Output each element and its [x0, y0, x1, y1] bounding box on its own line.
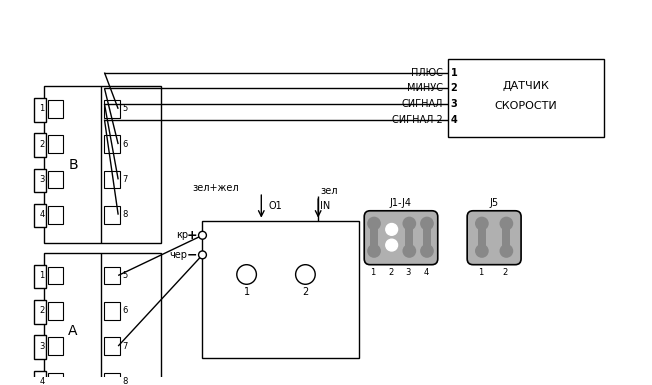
Circle shape — [199, 231, 207, 239]
Text: +: + — [187, 229, 198, 242]
Text: A: A — [68, 324, 78, 338]
Bar — [48, 302, 63, 320]
Text: IN: IN — [320, 201, 331, 211]
Text: J1-J4: J1-J4 — [389, 198, 411, 208]
Text: СКОРОСТИ: СКОРОСТИ — [495, 101, 557, 111]
Bar — [44, 253, 161, 385]
Circle shape — [475, 217, 489, 230]
Text: 1: 1 — [451, 67, 457, 77]
Bar — [447, 59, 604, 137]
FancyBboxPatch shape — [364, 211, 437, 264]
Bar — [34, 264, 46, 288]
Text: чер: чер — [169, 250, 186, 260]
Bar — [34, 370, 46, 385]
Text: 3: 3 — [39, 175, 44, 184]
Bar — [104, 135, 120, 153]
Text: 2: 2 — [503, 268, 508, 277]
Circle shape — [420, 244, 434, 258]
Text: 1: 1 — [479, 268, 484, 277]
Circle shape — [499, 217, 513, 230]
Circle shape — [386, 224, 398, 235]
Text: 2: 2 — [388, 268, 393, 277]
Text: 5: 5 — [122, 271, 127, 280]
FancyBboxPatch shape — [467, 211, 521, 264]
Text: 1: 1 — [39, 104, 44, 113]
Bar — [34, 204, 46, 228]
Text: 2: 2 — [39, 140, 44, 149]
Text: 8: 8 — [122, 210, 128, 219]
Bar — [104, 267, 120, 284]
Bar — [104, 373, 120, 385]
Bar — [104, 100, 120, 118]
Bar — [478, 224, 486, 251]
Text: J5: J5 — [489, 198, 498, 208]
Bar — [34, 133, 46, 157]
Text: ПЛЮС: ПЛЮС — [411, 67, 443, 77]
Text: 4: 4 — [423, 268, 428, 277]
Text: 1: 1 — [370, 268, 376, 277]
Text: зел: зел — [320, 186, 338, 196]
Circle shape — [499, 244, 513, 258]
Text: 3: 3 — [451, 99, 457, 109]
Text: ДАТЧИК: ДАТЧИК — [503, 81, 550, 91]
Text: O1: O1 — [268, 201, 282, 211]
Text: 2: 2 — [451, 83, 457, 93]
Bar — [48, 373, 63, 385]
Bar — [48, 171, 63, 188]
Bar — [48, 206, 63, 224]
Bar — [34, 300, 46, 323]
Text: СИГНАЛ 2: СИГНАЛ 2 — [392, 115, 443, 125]
Text: 1: 1 — [244, 287, 250, 297]
Circle shape — [367, 244, 381, 258]
Bar — [406, 224, 413, 251]
Bar — [423, 224, 431, 251]
Text: 4: 4 — [39, 377, 44, 385]
Circle shape — [475, 244, 489, 258]
Bar — [503, 224, 511, 251]
Text: зел+жел: зел+жел — [193, 183, 239, 193]
Circle shape — [402, 244, 416, 258]
Text: 4: 4 — [39, 210, 44, 219]
Bar — [104, 337, 120, 355]
Circle shape — [237, 264, 256, 284]
Text: МИНУС: МИНУС — [407, 83, 443, 93]
Circle shape — [367, 217, 381, 230]
Text: 7: 7 — [122, 175, 128, 184]
Bar — [104, 206, 120, 224]
Bar — [34, 98, 46, 122]
Bar — [44, 86, 161, 243]
Bar — [370, 224, 378, 251]
Bar — [34, 335, 46, 359]
Text: 7: 7 — [122, 341, 128, 351]
Bar — [48, 100, 63, 118]
Text: 6: 6 — [122, 140, 128, 149]
Bar — [48, 337, 63, 355]
Bar — [203, 221, 359, 358]
Text: 8: 8 — [122, 377, 128, 385]
Bar — [104, 171, 120, 188]
Text: 3: 3 — [406, 268, 411, 277]
Text: 4: 4 — [451, 115, 457, 125]
Text: 2: 2 — [303, 287, 308, 297]
Text: −: − — [187, 248, 198, 261]
Text: 6: 6 — [122, 306, 128, 315]
Circle shape — [199, 251, 207, 259]
Bar — [48, 135, 63, 153]
Text: 2: 2 — [39, 306, 44, 315]
Circle shape — [386, 239, 398, 251]
Text: СИГНАЛ: СИГНАЛ — [401, 99, 443, 109]
Text: 5: 5 — [122, 104, 127, 113]
Bar — [48, 267, 63, 284]
Circle shape — [402, 217, 416, 230]
Text: кр: кр — [175, 230, 188, 240]
Text: B: B — [68, 158, 78, 172]
Bar — [104, 302, 120, 320]
Text: 1: 1 — [39, 271, 44, 280]
Bar — [34, 169, 46, 192]
Circle shape — [420, 217, 434, 230]
Circle shape — [295, 264, 315, 284]
Text: 3: 3 — [39, 341, 44, 351]
